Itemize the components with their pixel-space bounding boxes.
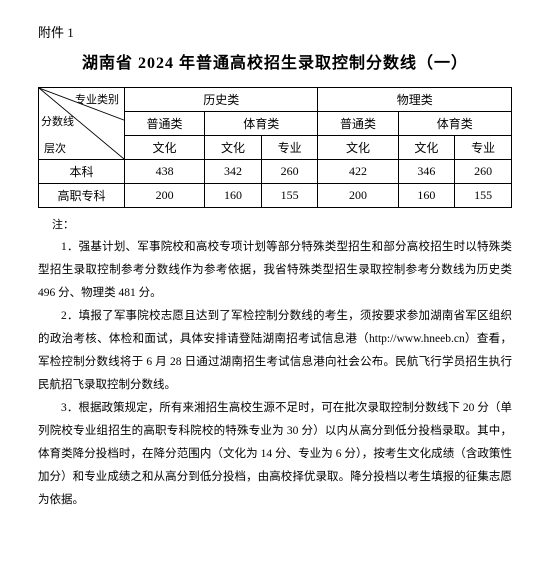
table-corner-cell: 专业类别 分数线 层次 [39, 88, 125, 160]
subhead-sport: 体育类 [398, 112, 511, 136]
subhead-sport: 体育类 [205, 112, 318, 136]
subhead-general: 普通类 [318, 112, 398, 136]
diag-label-top: 专业类别 [75, 91, 119, 107]
cell: 260 [261, 160, 318, 184]
cell: 200 [125, 184, 205, 208]
note-2: 2．填报了军事院校志愿且达到了军检控制分数线的考生，须按要求参加湖南省军区组织的… [38, 305, 512, 397]
cell: 260 [455, 160, 512, 184]
col-major: 专业 [455, 136, 512, 160]
header-history: 历史类 [125, 88, 318, 112]
notes-header: 注： [52, 216, 512, 232]
subhead-general: 普通类 [125, 112, 205, 136]
cell: 155 [261, 184, 318, 208]
col-culture: 文化 [318, 136, 398, 160]
cell: 160 [205, 184, 262, 208]
cell: 422 [318, 160, 398, 184]
diag-label-mid: 分数线 [41, 113, 74, 129]
col-major: 专业 [261, 136, 318, 160]
header-physics: 物理类 [318, 88, 512, 112]
scores-table: 专业类别 分数线 层次 历史类 物理类 普通类 体育类 普通类 体育类 文化 文… [38, 87, 512, 208]
attachment-label: 附件 1 [38, 22, 512, 41]
note-1: 1．强基计划、军事院校和高校专项计划等部分特殊类型招生和部分高校招生时以特殊类型… [38, 236, 512, 305]
cell: 438 [125, 160, 205, 184]
table-row: 高职专科 200 160 155 200 160 155 [39, 184, 512, 208]
document-page: 附件 1 湖南省 2024 年普通高校招生录取控制分数线（一） 专业类别 分数线… [0, 0, 550, 512]
cell: 346 [398, 160, 455, 184]
cell: 342 [205, 160, 262, 184]
col-culture: 文化 [205, 136, 262, 160]
col-culture: 文化 [125, 136, 205, 160]
page-title: 湖南省 2024 年普通高校招生录取控制分数线（一） [38, 49, 512, 73]
diag-label-bot: 层次 [44, 140, 66, 156]
row-label-zhuanke: 高职专科 [39, 184, 125, 208]
cell: 160 [398, 184, 455, 208]
row-label-benke: 本科 [39, 160, 125, 184]
col-culture: 文化 [398, 136, 455, 160]
table-row: 本科 438 342 260 422 346 260 [39, 160, 512, 184]
cell: 155 [455, 184, 512, 208]
note-3: 3．根据政策规定，所有来湘招生高校生源不足时，可在批次录取控制分数线下 20 分… [38, 397, 512, 512]
cell: 200 [318, 184, 398, 208]
